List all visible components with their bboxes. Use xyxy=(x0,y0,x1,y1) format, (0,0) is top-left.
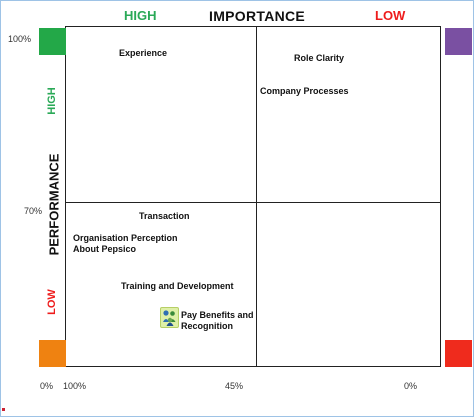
importance-axis-title: IMPORTANCE xyxy=(209,8,306,24)
corner-square-bottom-left xyxy=(39,340,66,367)
importance-low-label: LOW xyxy=(375,8,406,23)
performance-low-label: LOW xyxy=(46,289,58,315)
matrix-horizontal-divider xyxy=(65,202,441,203)
people-group-icon xyxy=(160,307,179,328)
importance-tick-100: 100% xyxy=(63,381,87,391)
performance-tick-0: 0% xyxy=(40,381,54,391)
item-role-clarity: Role Clarity xyxy=(294,53,345,63)
performance-high-label: HIGH xyxy=(46,87,58,115)
item-organisation-perception-line2: About Pepsico xyxy=(73,244,137,254)
corner-square-top-left xyxy=(39,28,66,55)
performance-axis-title: PERFORMANCE xyxy=(46,153,62,256)
item-company-processes: Company Processes xyxy=(260,86,349,96)
corner-mark xyxy=(2,408,5,411)
item-organisation-perception-line1: Organisation Perception xyxy=(73,233,178,243)
performance-tick-100: 100% xyxy=(8,34,32,44)
importance-high-label: HIGH xyxy=(124,8,157,23)
item-experience: Experience xyxy=(119,48,168,58)
item-pay-benefits-line2: Recognition xyxy=(181,321,233,331)
matrix-vertical-divider xyxy=(256,26,257,367)
item-training-development: Training and Development xyxy=(121,281,234,291)
performance-tick-70: 70% xyxy=(24,206,43,216)
item-pay-benefits-line1: Pay Benefits and xyxy=(181,310,254,320)
importance-tick-45: 45% xyxy=(225,381,244,391)
corner-square-top-right xyxy=(445,28,472,55)
corner-square-bottom-right xyxy=(445,340,472,367)
matrix-grid xyxy=(65,26,441,367)
importance-tick-0: 0% xyxy=(404,381,418,391)
item-transaction: Transaction xyxy=(139,211,190,221)
